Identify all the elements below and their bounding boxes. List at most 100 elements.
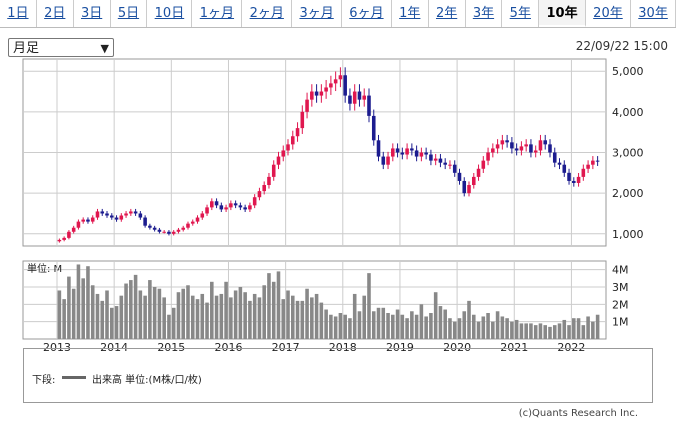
candle-body-11 [109,215,114,218]
volume-bar-81 [443,309,447,339]
volume-bar-24 [171,307,176,339]
candle-body-68 [381,156,386,165]
volume-tick-label-0: 1M [612,316,629,329]
candle-body-65 [367,95,371,116]
volume-bar-88 [476,321,481,339]
volume-bar-19 [148,280,152,339]
tab-2[interactable]: 3日 [73,0,111,27]
volume-bar-87 [471,314,476,339]
tab-15[interactable]: 30年 [631,0,676,27]
candle-body-69 [386,156,390,165]
volume-bar-105 [557,323,562,339]
candle-body-78 [429,154,433,161]
tab-10[interactable]: 2年 [428,0,466,27]
volume-bar-52 [305,288,309,339]
legend-label: 出来高 単位:(M株/口/枚) [92,375,202,386]
volume-bar-60 [343,314,347,339]
candle-body-21 [157,229,162,232]
tab-8[interactable]: 6ヶ月 [342,0,392,27]
volume-bar-57 [329,314,333,339]
candle-body-0 [57,239,62,242]
volume-bar-39 [243,292,247,339]
candle-body-58 [333,79,338,84]
volume-bar-84 [457,318,462,339]
volume-bar-72 [400,314,405,339]
volume-bar-67 [376,307,381,339]
volume-tick-label-3: 4M [612,264,629,277]
candle-body-100 [533,150,538,153]
tab-0[interactable]: 1日 [0,0,37,27]
candle-body-20 [152,227,157,230]
volume-bar-106 [562,319,567,339]
tab-14[interactable]: 20年 [585,0,631,27]
candle-body-51 [300,111,305,129]
volume-bar-89 [481,316,486,339]
tab-13[interactable]: 10年 [539,0,586,27]
volume-bar-65 [367,273,371,339]
volume-bar-13 [119,295,124,339]
volume-bar-75 [414,314,419,339]
tab-5[interactable]: 1ヶ月 [192,0,243,27]
candle-body-8 [95,211,100,218]
period-select[interactable]: 月足 ▼ [8,38,114,57]
volume-tick-label-2: 3M [612,281,629,294]
volume-bar-82 [448,318,452,339]
candle-body-99 [529,144,533,153]
candle-body-81 [443,162,447,165]
legend-prefix: 下段: [32,375,56,386]
volume-bar-66 [371,311,376,339]
candle-body-66 [371,115,376,141]
candle-body-89 [481,160,486,169]
candle-body-29 [195,217,200,222]
candle-body-92 [495,144,500,149]
tab-3[interactable]: 5日 [110,0,148,27]
tab-7[interactable]: 3ヶ月 [292,0,343,27]
volume-bar-68 [381,307,386,339]
candle-body-30 [200,213,205,218]
tab-1[interactable]: 2日 [36,0,74,27]
volume-bar-5 [81,278,85,339]
candle-body-52 [305,99,309,112]
candle-body-80 [438,158,443,163]
x-tick-label-2013: 2013 [43,341,71,354]
x-tick-label-2021: 2021 [500,341,528,354]
volume-bar-55 [319,302,324,339]
candle-body-31 [205,207,209,214]
candle-body-97 [519,146,524,151]
candle-body-49 [290,136,295,145]
candle-body-6 [86,219,90,222]
tab-12[interactable]: 5年 [502,0,540,27]
candle-body-40 [248,205,252,210]
tab-11[interactable]: 3年 [465,0,503,27]
candle-body-10 [105,213,109,216]
volume-bar-32 [210,281,214,339]
candle-body-16 [133,211,138,214]
candle-body-70 [391,148,395,157]
tab-9[interactable]: 1年 [391,0,429,27]
candle-body-50 [295,128,300,137]
candle-body-36 [229,203,233,208]
volume-bar-59 [338,313,343,339]
volume-bar-92 [495,311,500,339]
candle-body-106 [562,164,567,173]
volume-bar-43 [262,285,266,339]
x-tick-label-2016: 2016 [214,341,242,354]
candle-body-14 [124,213,128,216]
candle-body-91 [491,148,495,153]
candle-body-88 [476,168,481,177]
tab-4[interactable]: 10日 [147,0,193,27]
candle-body-4 [76,221,81,228]
volume-bar-109 [576,318,581,339]
candle-body-34 [219,205,224,210]
x-tick-label-2019: 2019 [386,341,414,354]
candle-body-62 [352,91,357,104]
candle-body-75 [414,150,419,157]
tab-6[interactable]: 2ヶ月 [242,0,293,27]
volume-bar-14 [124,283,128,339]
candle-body-54 [314,91,319,96]
candle-body-15 [129,211,133,214]
volume-bar-15 [129,280,133,339]
candle-body-96 [514,148,519,151]
volume-bar-51 [300,300,305,339]
